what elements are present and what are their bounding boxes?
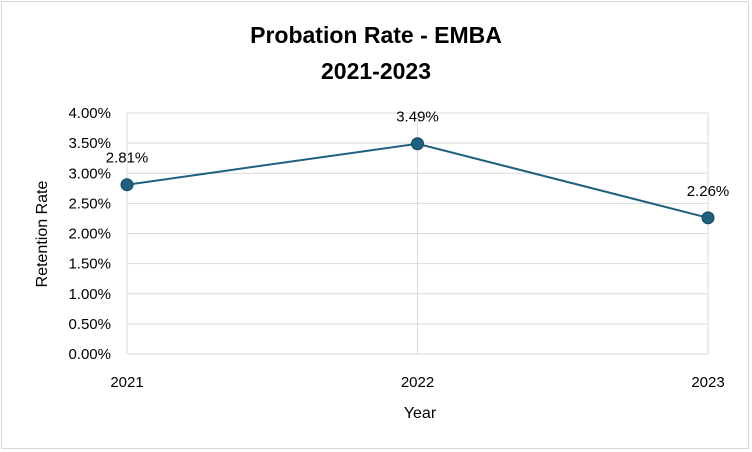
data-labels: 2.81% 3.49% 2.26%	[106, 109, 730, 200]
data-label: 2.26%	[687, 183, 730, 200]
y-tick-label: 1.50%	[68, 256, 111, 273]
x-tick-label: 2022	[401, 374, 434, 391]
x-axis-title: Year	[404, 405, 437, 422]
data-label: 3.49%	[396, 109, 439, 126]
data-point	[701, 211, 715, 225]
grid	[126, 112, 709, 355]
y-axis-title: Retention Rate	[34, 181, 51, 288]
y-tick-label: 2.00%	[68, 226, 111, 243]
y-tick-label: 3.00%	[68, 165, 111, 182]
x-axis-ticks: 2021 2022 2023	[110, 374, 724, 391]
y-tick-label: 0.00%	[68, 346, 111, 363]
y-tick-label: 2.50%	[68, 195, 111, 212]
data-label: 2.81%	[106, 150, 149, 167]
x-tick-label: 2021	[110, 374, 143, 391]
y-tick-label: 3.50%	[68, 135, 111, 152]
y-axis-ticks: 0.00% 0.50% 1.00% 1.50% 2.00% 2.50% 3.00% 3.50%…	[68, 105, 111, 363]
x-tick-label: 2023	[691, 374, 724, 391]
y-tick-label: 1.00%	[68, 286, 111, 303]
chart-title: Probation Rate - EMBA	[250, 22, 502, 48]
chart-subtitle: 2021-2023	[321, 58, 431, 84]
data-point	[120, 178, 134, 192]
series-probation-rate	[120, 137, 715, 225]
y-tick-label: 4.00%	[68, 105, 111, 122]
y-tick-label: 0.50%	[68, 316, 111, 333]
data-point	[411, 137, 424, 151]
